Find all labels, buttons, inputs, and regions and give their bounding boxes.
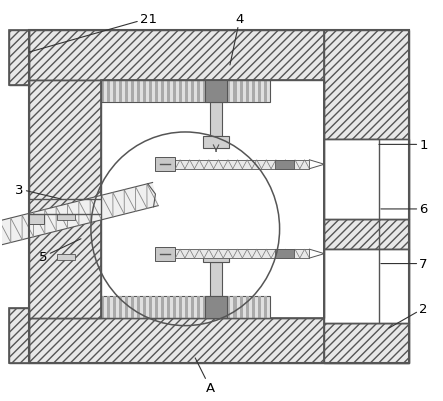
Polygon shape (0, 183, 158, 246)
Bar (233, 297, 237, 318)
Bar (179, 297, 182, 318)
Bar (9, 31, 29, 85)
Bar (101, 81, 270, 102)
Bar (107, 81, 110, 102)
Bar (203, 297, 206, 318)
Bar (101, 81, 324, 318)
Text: 3: 3 (15, 183, 61, 200)
Bar (167, 81, 170, 102)
Text: 21: 21 (29, 13, 157, 53)
Bar (9, 31, 29, 85)
Bar (210, 262, 222, 297)
Bar (101, 297, 270, 318)
Bar (245, 297, 249, 318)
Bar (185, 81, 188, 102)
Text: 1: 1 (379, 138, 428, 152)
Text: 4: 4 (230, 13, 244, 66)
Bar (179, 81, 182, 102)
Bar (185, 297, 188, 318)
Text: 7: 7 (381, 257, 428, 270)
Bar (131, 297, 134, 318)
Bar (240, 297, 242, 318)
Bar (205, 81, 227, 102)
Bar (113, 81, 116, 102)
Bar (203, 137, 229, 149)
Bar (258, 81, 260, 102)
Bar (101, 297, 104, 318)
Bar (143, 297, 146, 318)
Bar (252, 81, 255, 102)
Bar (155, 297, 158, 318)
Bar (264, 297, 267, 318)
Bar (101, 81, 104, 102)
Bar (324, 140, 409, 219)
Bar (203, 250, 229, 262)
Bar (175, 249, 309, 259)
Bar (210, 102, 222, 137)
Bar (125, 81, 128, 102)
Bar (9, 308, 29, 363)
Bar (143, 81, 146, 102)
Bar (175, 160, 309, 169)
Bar (57, 254, 75, 260)
Bar (9, 308, 29, 363)
Bar (324, 323, 409, 363)
Bar (197, 297, 200, 318)
Bar (149, 297, 152, 318)
Bar (161, 297, 164, 318)
Bar (205, 297, 227, 318)
Bar (155, 247, 175, 261)
Bar (161, 81, 164, 102)
Bar (173, 297, 176, 318)
Bar (173, 81, 176, 102)
Bar (324, 31, 409, 363)
Bar (125, 297, 128, 318)
Bar (137, 81, 140, 102)
Bar (137, 297, 140, 318)
Bar (275, 160, 295, 169)
Bar (119, 297, 122, 318)
Bar (215, 81, 218, 102)
Bar (222, 81, 225, 102)
Bar (113, 297, 116, 318)
Bar (210, 81, 212, 102)
Text: 2: 2 (389, 302, 428, 328)
Bar (197, 81, 200, 102)
Bar (252, 297, 255, 318)
Bar (215, 297, 218, 318)
Bar (29, 31, 409, 363)
Bar (107, 297, 110, 318)
Bar (29, 31, 324, 81)
Bar (227, 81, 230, 102)
Bar (149, 81, 152, 102)
Bar (240, 81, 242, 102)
Bar (57, 215, 75, 220)
Bar (258, 297, 260, 318)
Bar (275, 249, 295, 259)
Bar (119, 81, 122, 102)
Bar (29, 81, 101, 318)
Bar (210, 297, 212, 318)
Text: 5: 5 (39, 239, 81, 263)
Bar (227, 297, 230, 318)
Bar (324, 249, 409, 323)
Bar (131, 81, 134, 102)
Bar (191, 81, 194, 102)
Bar (203, 81, 206, 102)
Bar (29, 215, 44, 224)
Bar (264, 81, 267, 102)
Bar (155, 158, 175, 172)
Bar (324, 140, 379, 323)
Bar (155, 81, 158, 102)
Bar (324, 219, 409, 249)
Bar (245, 81, 249, 102)
Bar (233, 81, 237, 102)
Bar (324, 31, 409, 363)
Text: A: A (195, 358, 215, 394)
Bar (29, 318, 324, 363)
Bar (222, 297, 225, 318)
Bar (191, 297, 194, 318)
Bar (167, 297, 170, 318)
Text: 6: 6 (381, 203, 428, 216)
